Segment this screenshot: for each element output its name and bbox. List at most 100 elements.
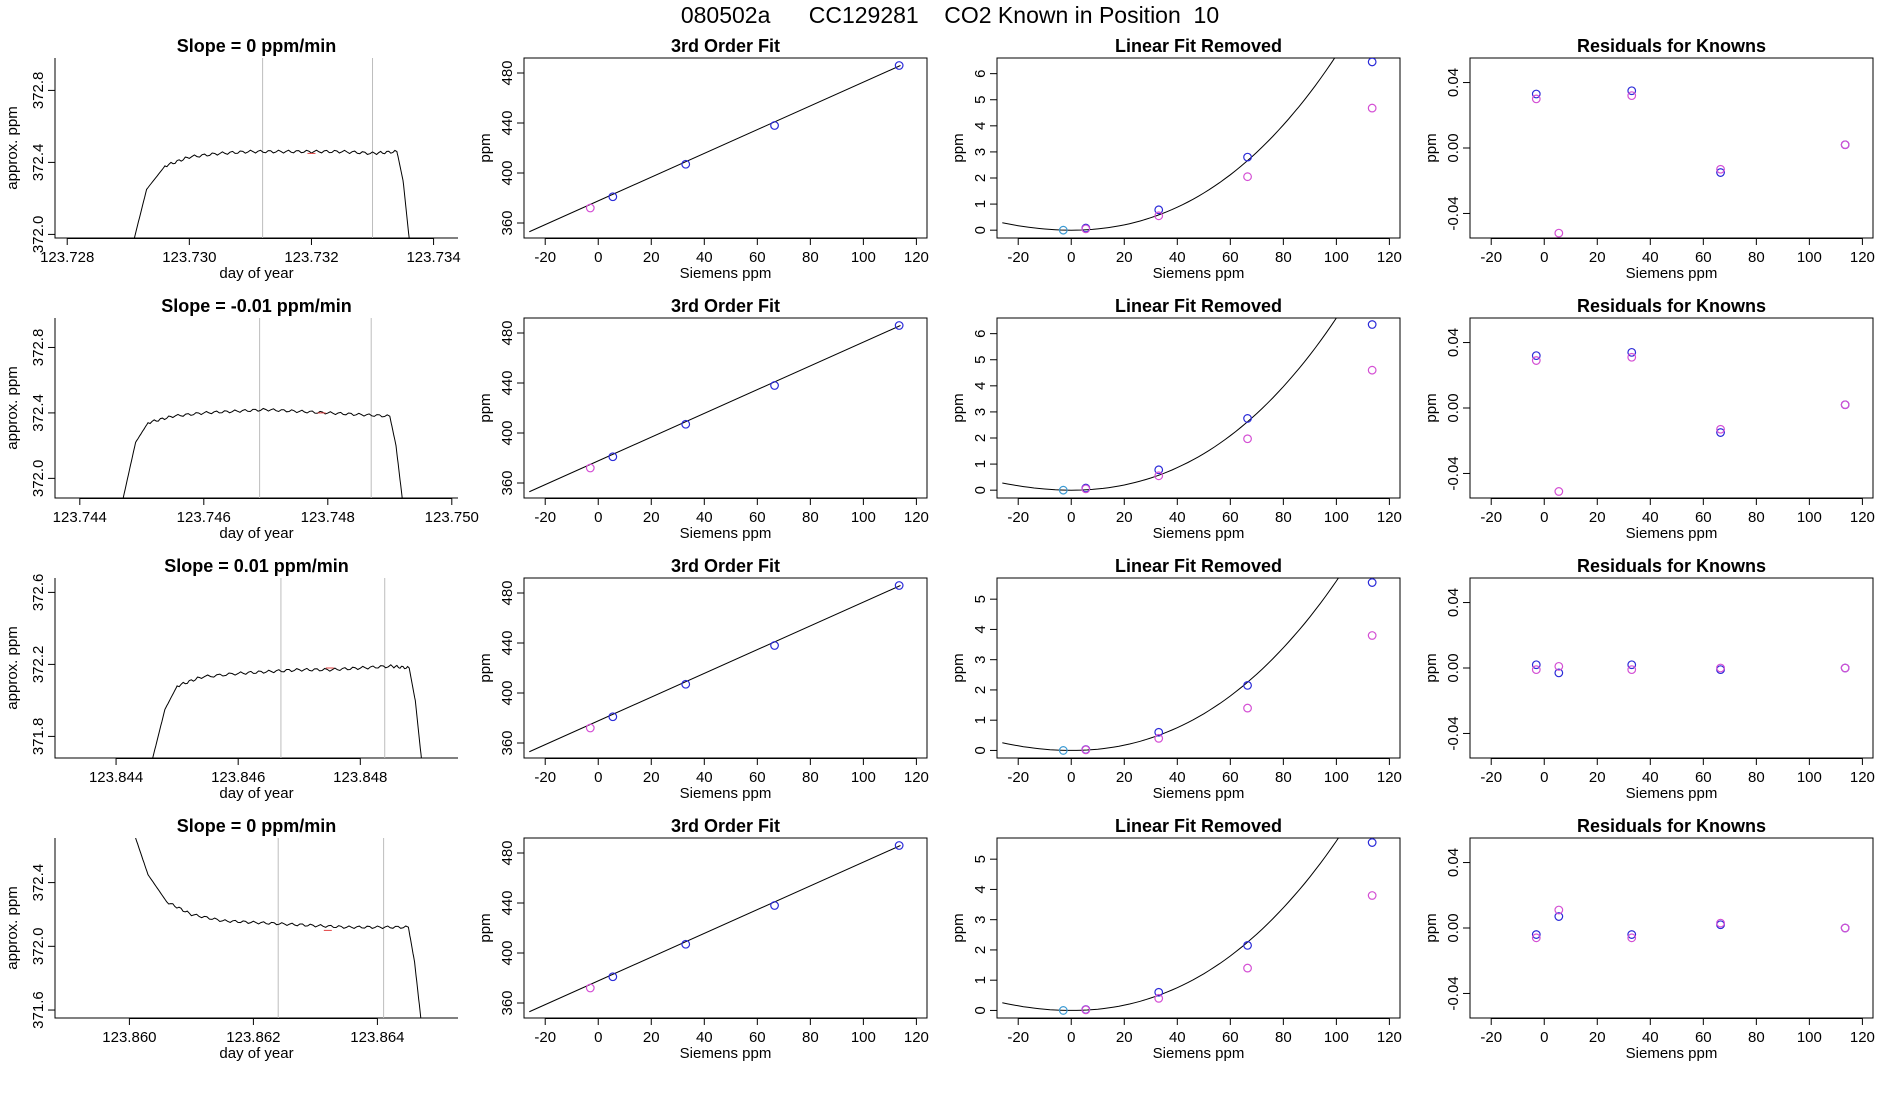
plot-frame <box>54 838 458 1019</box>
x-tick-label: 20 <box>643 509 660 526</box>
data-point <box>1627 86 1637 96</box>
x-tick-label: 120 <box>1850 249 1875 266</box>
x-axis-label: Siemens ppm <box>680 1045 772 1062</box>
y-tick-label: 372.8 <box>30 329 47 367</box>
panel-title: Linear Fit Removed <box>1115 556 1282 576</box>
data-point <box>770 121 779 130</box>
x-axis-label: day of year <box>219 1045 293 1062</box>
x-tick-label: -20 <box>1007 249 1029 266</box>
x-tick-label: 123.748 <box>301 509 355 526</box>
y-tick-label: 400 <box>499 420 516 445</box>
data-point <box>1840 663 1850 673</box>
data-point <box>1531 665 1541 675</box>
x-tick-label: 40 <box>1169 769 1186 786</box>
data-point <box>1554 661 1564 671</box>
panel-title: Slope = 0 ppm/min <box>177 816 337 836</box>
x-tick-label: 120 <box>1850 1029 1875 1046</box>
x-tick-label: -20 <box>1480 509 1502 526</box>
x-tick-label: 40 <box>696 509 713 526</box>
data-point <box>1243 434 1252 444</box>
x-tick-label: 80 <box>802 509 819 526</box>
y-tick-label: 440 <box>499 890 516 915</box>
panel-r3-c0: Slope = 0 ppm/min 123.860 123.862 123.864 da… <box>4 816 458 1062</box>
data-point <box>608 712 618 722</box>
data-point <box>1243 680 1252 690</box>
x-tick-label: -20 <box>534 769 556 786</box>
data-point <box>1081 224 1091 234</box>
x-tick-label: 0 <box>1540 509 1548 526</box>
data-point <box>1531 933 1541 943</box>
y-tick-label: 372.4 <box>30 394 47 432</box>
x-tick-label: 40 <box>1642 509 1659 526</box>
x-tick-label: 40 <box>696 1029 713 1046</box>
data-point <box>681 419 691 429</box>
y-tick-label: 2 <box>972 434 989 442</box>
x-tick-label: 80 <box>802 769 819 786</box>
x-tick-label: -20 <box>534 1029 556 1046</box>
x-tick-label: 40 <box>1642 249 1659 266</box>
x-tick-label: 80 <box>1275 509 1292 526</box>
data-point <box>1554 487 1564 496</box>
data-point <box>1243 172 1252 182</box>
y-tick-label: 372.4 <box>30 144 47 182</box>
data-point <box>1154 471 1164 481</box>
fit-curve <box>1002 838 1340 1011</box>
data-point <box>608 972 618 982</box>
x-tick-label: 100 <box>851 509 876 526</box>
x-tick-label: 120 <box>1850 509 1875 526</box>
y-axis-label: ppm <box>477 133 494 162</box>
y-tick-label: 0.00 <box>1445 653 1462 682</box>
data-point <box>1531 356 1541 365</box>
x-tick-label: 0 <box>594 1029 602 1046</box>
data-point <box>1058 225 1068 235</box>
fit-line <box>529 845 901 1013</box>
data-point <box>1554 668 1564 678</box>
panel-r3-c1: 3rd Order Fit -20 0 20 40 60 80 100 120 Siemens p… <box>477 816 929 1062</box>
x-tick-label: -20 <box>1007 769 1029 786</box>
fit-line <box>529 325 901 493</box>
fit-curve <box>1002 58 1336 231</box>
plot-area <box>529 321 904 493</box>
x-tick-label: 100 <box>1324 249 1349 266</box>
data-point <box>1058 1006 1068 1015</box>
x-tick-label: 80 <box>1748 509 1765 526</box>
x-tick-label: 60 <box>1222 509 1239 526</box>
panel-title: Residuals for Knowns <box>1577 816 1766 836</box>
x-tick-label: 20 <box>1116 769 1133 786</box>
data-point <box>608 192 618 202</box>
panel-title: Slope = -0.01 ppm/min <box>161 296 352 316</box>
data-point <box>1367 891 1377 900</box>
plot-frame <box>523 57 928 239</box>
x-tick-label: 123.848 <box>333 769 387 786</box>
y-tick-label: 372.0 <box>30 216 47 254</box>
plot-frame <box>996 577 1401 759</box>
plot-area <box>135 838 422 1018</box>
data-point <box>1243 703 1252 713</box>
data-point <box>1554 905 1564 915</box>
y-axis-label: ppm <box>477 913 494 942</box>
x-tick-label: 40 <box>696 249 713 266</box>
panel-title: Linear Fit Removed <box>1115 816 1282 836</box>
data-point <box>894 581 904 590</box>
time-series-line <box>122 407 403 498</box>
fit-curve <box>1002 318 1337 491</box>
y-tick-label: 400 <box>499 160 516 185</box>
data-point <box>1716 918 1725 928</box>
data-point <box>1367 58 1377 67</box>
plot-frame <box>1469 577 1874 759</box>
data-point <box>1531 94 1541 104</box>
data-point <box>1154 205 1164 215</box>
y-axis-label: ppm <box>950 653 967 682</box>
y-tick-label: 360 <box>499 470 516 495</box>
panel-r3-c3: Residuals for Knowns -20 0 20 40 60 80 100 120 Si… <box>1423 816 1875 1062</box>
data-point <box>1627 347 1637 357</box>
y-tick-label: 6 <box>972 329 989 337</box>
x-axis-label: day of year <box>219 525 293 542</box>
y-tick-label: 400 <box>499 940 516 965</box>
x-axis-label: Siemens ppm <box>1153 1045 1245 1062</box>
y-tick-label: 1 <box>972 200 989 208</box>
panel-title: Residuals for Knowns <box>1577 296 1766 316</box>
y-tick-label: 1 <box>972 716 989 724</box>
x-tick-label: 20 <box>643 1029 660 1046</box>
y-tick-label: 0.04 <box>1445 328 1462 357</box>
